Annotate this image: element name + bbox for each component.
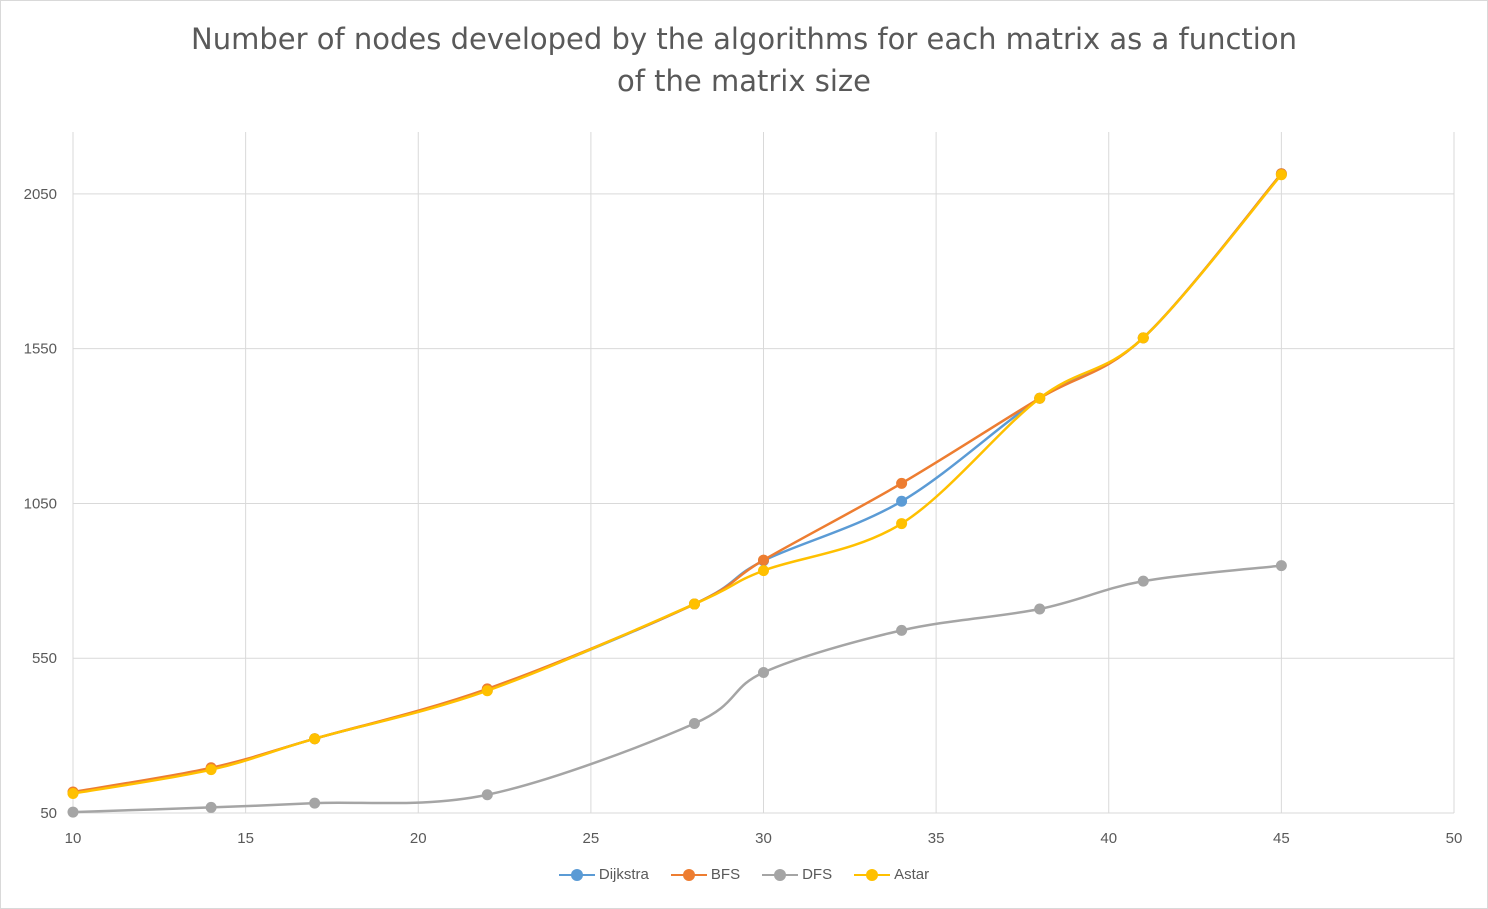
data-point-dfs-34 bbox=[896, 624, 908, 636]
data-point-astar-30 bbox=[758, 565, 769, 577]
data-point-astar-17 bbox=[309, 733, 321, 745]
chart-title-line-1: Number of nodes developed by the algorit… bbox=[191, 22, 1297, 56]
data-point-dfs-22 bbox=[481, 789, 493, 801]
data-point-dfs-45 bbox=[1275, 560, 1287, 572]
data-point-dfs-17 bbox=[309, 797, 321, 809]
data-point-dfs-10 bbox=[67, 806, 79, 818]
legend-label-dfs: DFS bbox=[802, 866, 833, 883]
series-line-dijkstra bbox=[72, 172, 1283, 795]
legend-item-dijkstra[interactable]: Dijkstra bbox=[558, 866, 649, 883]
legend-item-dfs[interactable]: DFS bbox=[762, 866, 832, 883]
data-point-astar-28 bbox=[688, 598, 700, 610]
legend-item-bfs[interactable]: BFS bbox=[670, 866, 741, 883]
legend: Dijkstra BFS DFS Astar bbox=[0, 866, 1488, 883]
y-tick-label-2050: 2050 bbox=[24, 186, 57, 203]
x-tick-label-30: 30 bbox=[755, 830, 772, 847]
data-point-dfs-38 bbox=[1034, 603, 1046, 615]
data-point-dfs-28 bbox=[688, 718, 700, 730]
data-point-dfs-41 bbox=[1137, 575, 1149, 587]
x-tick-label-40: 40 bbox=[1100, 830, 1117, 847]
data-point-astar-10 bbox=[67, 787, 79, 799]
x-tick-label-35: 35 bbox=[928, 830, 945, 847]
data-point-dfs-14 bbox=[205, 801, 217, 813]
data-point-astar-38 bbox=[1034, 392, 1046, 404]
data-point-astar-41 bbox=[1137, 332, 1149, 344]
y-tick-label-1550: 1550 bbox=[24, 341, 57, 358]
data-point-bfs-30 bbox=[758, 554, 769, 566]
data-point-astar-22 bbox=[481, 685, 493, 697]
data-point-astar-45 bbox=[1275, 169, 1287, 181]
x-tick-label-25: 25 bbox=[583, 830, 600, 847]
x-tick-label-10: 10 bbox=[65, 830, 82, 847]
series-line-astar bbox=[72, 173, 1283, 795]
x-tick-label-45: 45 bbox=[1273, 830, 1290, 847]
legend-swatch-dfs bbox=[762, 868, 799, 882]
legend-label-bfs: BFS bbox=[710, 866, 741, 883]
series-line-bfs bbox=[72, 172, 1283, 794]
y-tick-label-1050: 1050 bbox=[24, 495, 57, 512]
x-tick-label-50: 50 bbox=[1446, 830, 1463, 847]
data-point-bfs-34 bbox=[896, 477, 908, 489]
legend-item-astar[interactable]: Astar bbox=[854, 866, 929, 883]
legend-label-dijkstra: Dijkstra bbox=[598, 866, 649, 883]
chart-title-line-2: of the matrix size bbox=[617, 64, 871, 98]
x-tick-label-20: 20 bbox=[410, 830, 427, 847]
x-tick-label-15: 15 bbox=[237, 830, 254, 847]
y-tick-label-50: 50 bbox=[40, 805, 57, 822]
data-point-dfs-30 bbox=[758, 666, 769, 678]
y-tick-label-550: 550 bbox=[32, 650, 57, 667]
data-point-astar-34 bbox=[896, 518, 908, 530]
legend-swatch-astar bbox=[854, 868, 891, 882]
legend-swatch-bfs bbox=[670, 868, 707, 882]
chart-title: Number of nodes developed by the algorit… bbox=[0, 18, 1488, 102]
data-point-astar-14 bbox=[205, 764, 217, 776]
data-point-dijkstra-34 bbox=[896, 495, 908, 507]
legend-swatch-dijkstra bbox=[558, 868, 595, 882]
legend-label-astar: Astar bbox=[894, 866, 930, 883]
series-line-dfs bbox=[72, 564, 1282, 814]
